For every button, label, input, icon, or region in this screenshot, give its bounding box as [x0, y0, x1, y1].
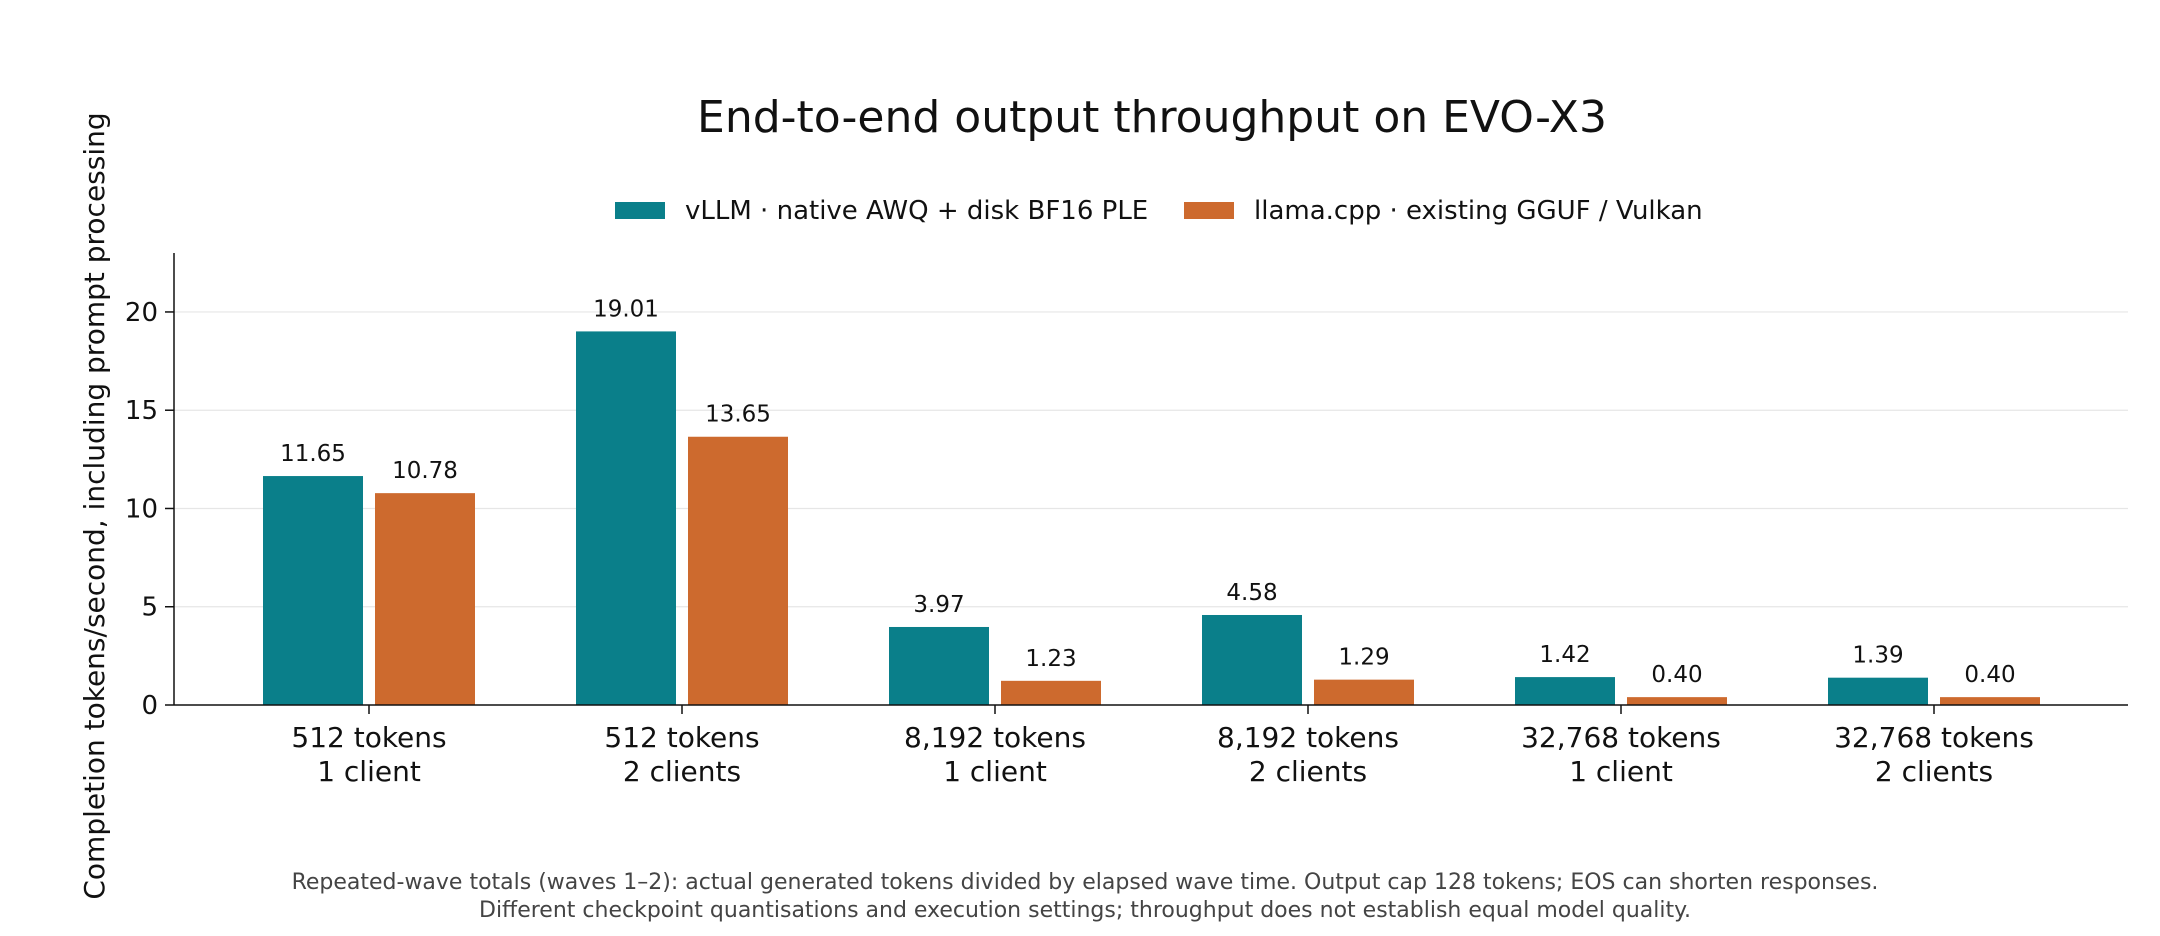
data-label: 0.40	[1651, 662, 1702, 688]
legend-entry: vLLM · native AWQ + disk BF16 PLE	[685, 196, 1148, 226]
bar	[576, 331, 676, 705]
data-label: 1.23	[1025, 646, 1076, 672]
bar	[1828, 677, 1928, 705]
data-label: 11.65	[280, 441, 346, 467]
data-label: 1.29	[1338, 645, 1389, 671]
y-tick-label: 5	[141, 593, 158, 623]
bar	[889, 626, 989, 705]
x-tick-label: 1 client	[1569, 755, 1673, 788]
x-tick-label: 1 client	[317, 755, 421, 788]
data-label: 13.65	[705, 402, 771, 428]
x-tick-label: 2 clients	[1249, 755, 1367, 788]
bar	[688, 436, 788, 705]
x-tick-label: 512 tokens	[291, 721, 446, 754]
footnote-line: Repeated-wave totals (waves 1–2): actual…	[292, 870, 1879, 895]
legend: vLLM · native AWQ + disk BF16 PLE llama.c…	[615, 196, 1703, 226]
data-label: 3.97	[913, 592, 964, 618]
data-label: 0.40	[1964, 662, 2015, 688]
y-axis-label: Completion tokens/second, including prom…	[78, 112, 111, 899]
bars-layer: 11.65 19.01 3.97 4.58 1.42 1.39 10.78 13.65 1.23…	[263, 296, 2040, 705]
y-tick-label: 15	[125, 396, 158, 426]
data-label: 19.01	[593, 296, 659, 322]
x-tick-label: 1 client	[943, 755, 1047, 788]
x-tick-label: 8,192 tokens	[1217, 721, 1399, 754]
bar	[375, 493, 475, 705]
legend-swatch	[615, 202, 665, 219]
footnote-line: Different checkpoint quantisations and e…	[479, 898, 1691, 923]
bar	[1940, 697, 2040, 705]
chart-title: End-to-end output throughput on EVO-X3	[697, 92, 1607, 143]
legend-swatch	[1184, 202, 1234, 219]
x-tick-label: 512 tokens	[604, 721, 759, 754]
bar	[1202, 614, 1302, 705]
legend-entry: llama.cpp · existing GGUF / Vulkan	[1254, 196, 1703, 226]
y-tick-label: 0	[141, 691, 158, 721]
y-tick-label: 10	[125, 494, 158, 524]
x-tick-label: 32,768 tokens	[1834, 721, 2034, 754]
bar	[1515, 677, 1615, 705]
grid-lines	[174, 311, 2128, 608]
data-label: 1.42	[1539, 642, 1590, 668]
bar	[1314, 679, 1414, 705]
x-tick-label: 2 clients	[1875, 755, 1993, 788]
x-tick-label: 32,768 tokens	[1521, 721, 1721, 754]
bar	[263, 476, 363, 705]
x-tick-label: 2 clients	[623, 755, 741, 788]
data-label: 1.39	[1852, 643, 1903, 669]
footnotes: Repeated-wave totals (waves 1–2): actual…	[292, 870, 1879, 923]
bar	[1001, 680, 1101, 705]
y-tick-label: 20	[125, 298, 158, 328]
data-label: 10.78	[392, 458, 458, 484]
x-tick-label: 8,192 tokens	[904, 721, 1086, 754]
data-label: 4.58	[1226, 580, 1277, 606]
bar	[1627, 697, 1727, 705]
